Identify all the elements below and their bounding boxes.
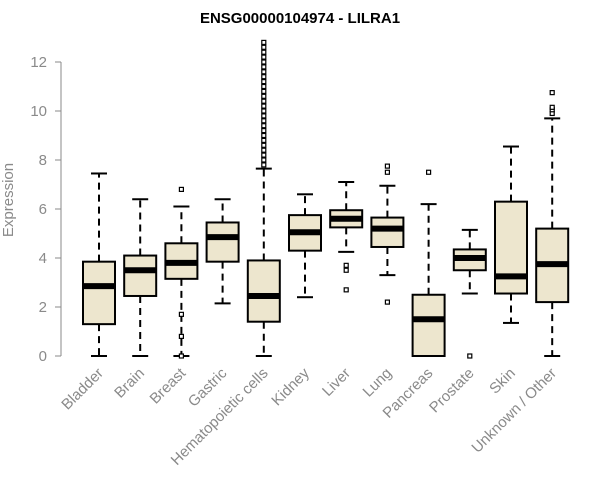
outlier-point bbox=[261, 108, 267, 114]
box-bladder bbox=[82, 172, 116, 357]
iqr-box bbox=[494, 200, 528, 295]
outlier-point bbox=[384, 169, 390, 175]
y-tick-label: 8 bbox=[39, 152, 47, 169]
outlier-point bbox=[384, 163, 390, 169]
outlier-point bbox=[261, 69, 267, 75]
y-tick-label: 0 bbox=[39, 348, 47, 365]
outlier-point bbox=[261, 147, 267, 153]
outlier-point bbox=[261, 137, 267, 143]
box-hematopoietic-cells bbox=[246, 39, 281, 357]
outlier-point bbox=[261, 157, 267, 163]
outlier-point bbox=[261, 93, 267, 99]
x-tick-label-brain: Brain bbox=[111, 365, 148, 402]
outlier-point bbox=[261, 78, 267, 85]
outlier-point bbox=[261, 128, 267, 134]
box-breast bbox=[164, 186, 199, 359]
outlier-point bbox=[261, 162, 267, 168]
outlier-point bbox=[549, 90, 555, 96]
outlier-point bbox=[261, 54, 267, 60]
plot-area bbox=[82, 39, 570, 359]
iqr-box bbox=[205, 221, 240, 263]
outlier-point bbox=[261, 113, 267, 119]
outlier-point bbox=[178, 353, 184, 359]
outlier-point bbox=[343, 267, 349, 273]
x-tick-label-kidney: Kidney bbox=[268, 364, 313, 409]
box-skin bbox=[494, 145, 528, 324]
box-brain bbox=[123, 198, 158, 357]
outlier-point bbox=[261, 132, 267, 139]
outlier-point bbox=[261, 83, 267, 90]
box-prostate bbox=[452, 228, 487, 359]
iqr-box bbox=[370, 216, 405, 248]
y-tick-label: 6 bbox=[39, 201, 47, 218]
y-tick-label: 10 bbox=[30, 103, 47, 120]
x-tick-label-bladder: Bladder bbox=[58, 365, 107, 414]
outlier-point bbox=[343, 287, 349, 293]
x-tick-label-lung: Lung bbox=[360, 365, 396, 401]
x-tick-label-liver: Liver bbox=[319, 365, 354, 400]
outlier-point bbox=[261, 39, 267, 46]
outlier-point bbox=[261, 103, 267, 109]
outlier-point bbox=[384, 299, 390, 305]
outlier-point bbox=[178, 311, 184, 317]
outlier-point bbox=[261, 49, 267, 55]
outlier-point bbox=[261, 118, 267, 124]
box-kidney bbox=[288, 193, 322, 299]
outlier-point bbox=[261, 98, 267, 104]
outlier-point bbox=[261, 152, 267, 158]
outlier-point bbox=[261, 123, 267, 129]
outlier-point bbox=[343, 262, 349, 268]
box-unknown-other bbox=[535, 90, 570, 357]
x-tick-label-prostate: Prostate bbox=[426, 365, 478, 417]
outlier-point bbox=[261, 64, 267, 70]
outlier-point bbox=[549, 104, 555, 110]
outlier-point bbox=[426, 169, 432, 175]
x-tick-label-skin: Skin bbox=[486, 365, 519, 398]
outlier-point bbox=[178, 333, 184, 339]
y-tick-label: 12 bbox=[30, 54, 47, 71]
box-liver bbox=[329, 181, 364, 293]
y-axis-label: Expression bbox=[0, 163, 17, 237]
iqr-box bbox=[123, 254, 158, 297]
outlier-point bbox=[261, 142, 267, 148]
chart-title: ENSG00000104974 - LILRA1 bbox=[200, 10, 400, 27]
iqr-box bbox=[82, 260, 116, 326]
iqr-box bbox=[411, 293, 446, 357]
y-tick-label: 2 bbox=[39, 299, 47, 316]
outlier-point bbox=[178, 186, 184, 192]
x-tick-label-breast: Breast bbox=[147, 364, 190, 407]
y-axis: 0 2 4 6 8 10 12 bbox=[30, 54, 62, 365]
outlier-point bbox=[467, 353, 473, 359]
iqr-box bbox=[246, 259, 281, 323]
y-tick-label: 4 bbox=[39, 250, 47, 267]
box-lung bbox=[370, 163, 405, 305]
box-pancreas bbox=[411, 169, 446, 357]
box-gastric bbox=[205, 198, 240, 305]
outlier-point bbox=[261, 44, 267, 50]
outlier-point bbox=[261, 59, 267, 65]
outlier-point bbox=[261, 88, 267, 95]
outlier-point bbox=[261, 74, 267, 80]
